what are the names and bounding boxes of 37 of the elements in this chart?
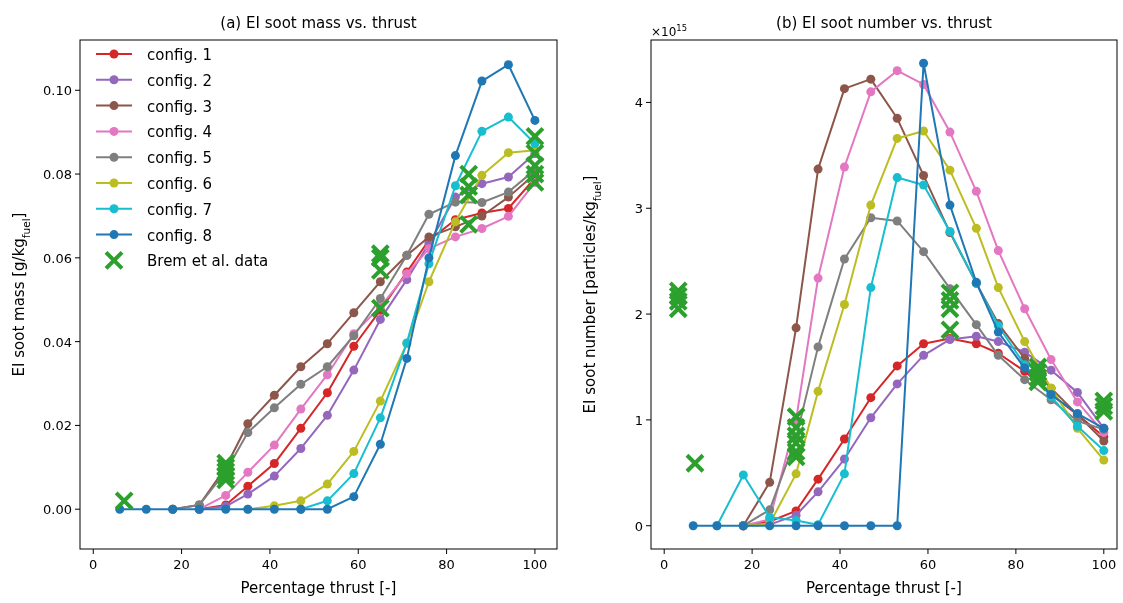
legend-label: config. 6 — [147, 175, 212, 193]
x-tick-label: 100 — [1091, 557, 1117, 572]
y-tick-label: 0.06 — [43, 250, 72, 266]
x-tick-label: 80 — [438, 557, 455, 572]
x-tick-label: 0 — [660, 557, 669, 572]
x-tick-label: 60 — [349, 557, 367, 572]
x-axis-title: Percentage thrust [-] — [806, 579, 962, 597]
legend-label: config. 2 — [147, 71, 212, 90]
legend-label: config. 5 — [147, 149, 212, 168]
x-tick-label: 0 — [89, 557, 98, 572]
x-tick-label: 20 — [743, 557, 761, 572]
x-axis-title: Percentage thrust [-] — [240, 579, 397, 597]
legend-label: Brem et al. data — [147, 252, 269, 271]
legend-label: config. 3 — [147, 97, 212, 116]
y-tick-label: 3 — [634, 201, 643, 217]
y-tick-label: 0 — [634, 518, 643, 534]
y-tick-label: 0.08 — [43, 167, 72, 183]
x-tick-label: 60 — [919, 557, 937, 572]
legend-label: config. 4 — [147, 123, 212, 142]
x-tick-label: 20 — [173, 557, 190, 572]
y-tick-label: 1 — [634, 412, 643, 428]
y-tick-label: 4 — [634, 95, 643, 111]
y-tick-label: 2 — [634, 307, 643, 323]
y-tick-label: 0.00 — [43, 502, 72, 518]
x-tick-label: 80 — [1007, 557, 1025, 572]
x-tick-label: 40 — [261, 557, 279, 572]
legend-label: config. 8 — [147, 226, 212, 245]
y-tick-label: 0.10 — [43, 83, 72, 99]
x-tick-label: 40 — [831, 557, 849, 572]
legend-label: config. 1 — [147, 46, 212, 64]
x-tick-label: 100 — [522, 557, 548, 572]
chart-title: (a) EI soot mass vs. thrust — [220, 14, 417, 32]
y-tick-label: 0.02 — [43, 418, 72, 434]
y-tick-label: 0.04 — [43, 334, 72, 350]
legend-label: config. 7 — [147, 200, 212, 219]
chart-title: (b) EI soot number vs. thrust — [776, 14, 993, 32]
text: ×10$^{15}$ — [651, 23, 687, 39]
